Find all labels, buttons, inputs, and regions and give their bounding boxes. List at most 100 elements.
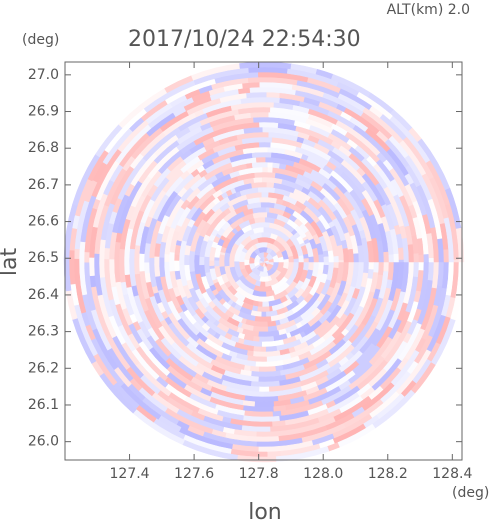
- echo-cell: [338, 260, 345, 263]
- echo-cell: [303, 258, 310, 263]
- echo-cell: [252, 346, 261, 353]
- echo-cell: [368, 261, 375, 271]
- echo-cell: [261, 231, 272, 239]
- echo-cell: [253, 176, 263, 183]
- echo-cell: [198, 256, 205, 266]
- echo-cell: [261, 191, 270, 198]
- x-tick-label: 127.6: [174, 466, 214, 482]
- echo-cell: [258, 386, 270, 393]
- echo-cell: [73, 248, 80, 259]
- echo-cell: [259, 141, 272, 148]
- echo-cell: [153, 256, 161, 277]
- x-tick-label: 128.0: [303, 466, 343, 482]
- echo-cell: [259, 121, 279, 129]
- echo-cell: [260, 311, 267, 318]
- echo-cell: [173, 260, 180, 272]
- echo-cell: [261, 301, 270, 308]
- y-tick-label: 27.0: [28, 67, 59, 83]
- echo-cell: [413, 253, 420, 263]
- echo-cell: [303, 253, 310, 260]
- x-tick-label: 127.8: [239, 466, 279, 482]
- echo-cell: [308, 261, 315, 271]
- echo-cell: [363, 261, 370, 274]
- y-tick-label: 26.4: [28, 287, 59, 303]
- echo-cell: [258, 366, 276, 373]
- echo-cell: [443, 249, 450, 263]
- echo-cell: [257, 186, 276, 194]
- echo-cell: [103, 247, 110, 260]
- y-tick-label: 26.0: [28, 434, 59, 450]
- echo-cell: [255, 156, 266, 163]
- echo-cell: [393, 253, 400, 263]
- echo-cell: [251, 151, 272, 158]
- echo-cell: [267, 166, 274, 173]
- x-axis-title: lon: [248, 500, 282, 521]
- echo-cell: [388, 254, 395, 263]
- chart-title: 2017/10/24 22:54:30: [128, 27, 361, 52]
- y-tick-label: 26.8: [28, 140, 59, 156]
- echo-cell: [256, 306, 270, 313]
- echo-cell: [163, 253, 170, 262]
- echo-cell: [423, 254, 430, 263]
- echo-cell: [88, 257, 95, 277]
- echo-cell: [193, 254, 201, 275]
- echo-cell: [266, 181, 275, 188]
- echo-cell: [218, 253, 225, 267]
- echo-cell: [203, 256, 211, 274]
- echo-cell: [333, 256, 340, 263]
- echo-cell: [208, 260, 215, 267]
- x-tick-label: 128.4: [432, 466, 472, 482]
- echo-cell: [254, 321, 268, 328]
- echo-cell: [133, 244, 141, 275]
- echo-cell: [258, 336, 275, 343]
- y-tick-label: 26.3: [28, 324, 59, 340]
- echo-cell: [188, 250, 196, 272]
- echo-cell: [267, 161, 274, 168]
- y-axis-title: lat: [0, 248, 22, 277]
- echo-cell: [353, 253, 360, 263]
- y-tick-label: 26.5: [28, 250, 59, 266]
- echo-cell: [383, 261, 390, 272]
- altitude-label: ALT(km) 2.0: [387, 2, 470, 18]
- echo-cell: [252, 325, 269, 333]
- echo-cell: [262, 166, 269, 173]
- y-tick-label: 26.1: [28, 397, 59, 413]
- echo-cell: [250, 370, 281, 378]
- echo-cell: [418, 261, 425, 271]
- echo-cell: [318, 254, 325, 263]
- echo-cell: [168, 251, 175, 272]
- echo-cell: [173, 253, 180, 261]
- echo-field: [63, 61, 465, 463]
- y-unit: (deg): [22, 32, 59, 48]
- echo-cell: [247, 435, 280, 443]
- echo-cell: [293, 258, 300, 263]
- plot-frame: [64, 61, 463, 461]
- echo-cell: [283, 258, 290, 263]
- y-tick-label: 26.9: [28, 104, 59, 120]
- echo-cell: [398, 247, 405, 261]
- echo-cell: [143, 261, 150, 274]
- echo-cell: [183, 254, 190, 266]
- echo-cell: [308, 256, 315, 263]
- echo-cell: [254, 316, 272, 323]
- echo-cell: [213, 259, 220, 267]
- echo-cell: [251, 161, 269, 168]
- echo-cell: [250, 380, 280, 388]
- echo-cell: [313, 258, 320, 263]
- echo-cell: [138, 253, 145, 272]
- y-tick-label: 26.6: [28, 214, 59, 230]
- echo-cell: [412, 261, 420, 278]
- echo-cell: [378, 261, 385, 276]
- echo-cell: [418, 254, 425, 263]
- echo-cell: [333, 261, 340, 269]
- echo-cell: [323, 256, 330, 263]
- echo-cell: [243, 258, 250, 266]
- echo-cell: [123, 245, 131, 276]
- echo-cell: [246, 91, 268, 99]
- echo-cell: [272, 410, 282, 418]
- echo-cell: [83, 251, 90, 263]
- echo-cell: [254, 401, 275, 408]
- x-unit: (deg): [452, 485, 489, 501]
- echo-cell: [398, 259, 405, 263]
- echo-cell: [373, 261, 380, 274]
